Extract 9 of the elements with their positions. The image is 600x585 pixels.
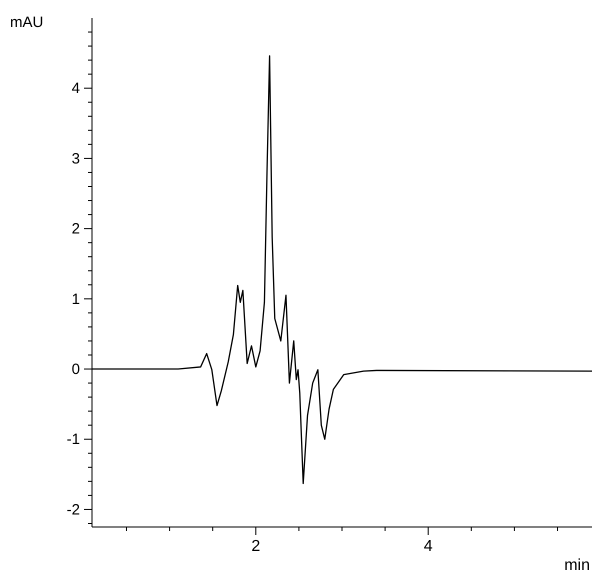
y-tick-label: 4 (72, 80, 80, 98)
y-tick-label: 1 (72, 290, 80, 308)
y-tick-label: 0 (72, 361, 80, 378)
x-axis-title: min (564, 557, 590, 575)
y-tick-label: 3 (72, 150, 80, 168)
y-tick-label: -1 (66, 431, 80, 448)
y-tick-label: 2 (72, 220, 80, 238)
y-axis-title: mAU (10, 14, 44, 31)
y-tick-label: -2 (66, 501, 80, 518)
